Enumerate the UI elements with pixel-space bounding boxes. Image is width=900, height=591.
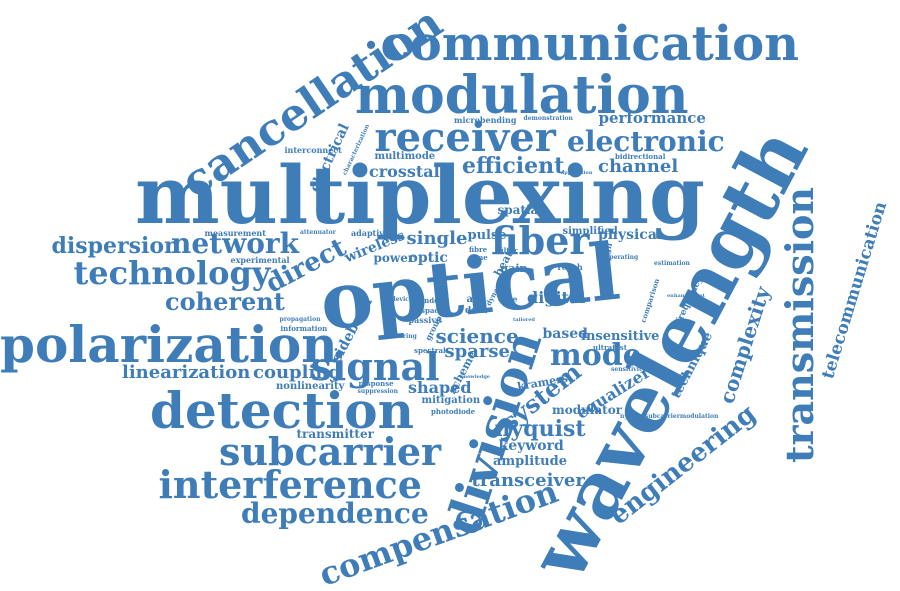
- word-nyquist: nyquist: [494, 416, 586, 442]
- word-operating: operating: [605, 254, 639, 261]
- word-information: information: [280, 323, 328, 333]
- word-gain: gain: [500, 261, 528, 275]
- word-mitigation: mitigation: [421, 395, 481, 406]
- word-simplified: simplified: [562, 226, 618, 237]
- word-shaped: shaped: [408, 378, 472, 397]
- word-science: science: [435, 324, 519, 348]
- word-index: index: [421, 295, 443, 305]
- word-polarization: polarization: [0, 315, 338, 374]
- word-subcarrier: subcarrier: [219, 429, 442, 474]
- word-data: data: [465, 305, 488, 316]
- word-sparse: sparse: [444, 341, 510, 362]
- word-propagation: propagation: [279, 316, 321, 323]
- word-device: device: [391, 296, 413, 303]
- word-spatial: spatial: [497, 203, 543, 217]
- word-application: application: [561, 169, 593, 176]
- word-experimental: experimental: [230, 255, 290, 265]
- word-multiplexing: multiplexing: [135, 148, 705, 242]
- word-interference: interference: [158, 462, 422, 507]
- word-acc: acc: [466, 294, 486, 305]
- word-modulation: modulation: [355, 65, 689, 126]
- word-enhancement: enhancement: [667, 292, 705, 299]
- word-ultrafast: ultrafast: [593, 342, 627, 352]
- word-transmission: transmission: [777, 186, 823, 464]
- word-estimation: estimation: [654, 260, 690, 267]
- word-nyquistsubcarriermodulation: nyquistsubcarriermodulation: [620, 413, 719, 420]
- word-space: space: [421, 305, 444, 315]
- word-based: based: [542, 326, 588, 342]
- word-sensitivity: sensitivity: [611, 366, 646, 373]
- word-response: response: [358, 378, 394, 388]
- word-digital: digital: [527, 288, 586, 307]
- word-attenuator: attenuator: [300, 229, 336, 236]
- word-tailored: tailored: [513, 316, 535, 323]
- word-spectral: spectral: [414, 345, 446, 355]
- word-mode: mode: [550, 338, 642, 373]
- word-pulse: pulse: [467, 227, 507, 243]
- word-single: single: [406, 228, 468, 249]
- word-signal: signal: [310, 344, 440, 389]
- word-dependence: dependence: [241, 497, 429, 530]
- word-insensitive: insensitive: [581, 328, 660, 344]
- word-measurement: measurement: [204, 228, 266, 238]
- word-transceiver: transceiver: [471, 470, 585, 491]
- word-bidirectional: bidirectional: [615, 151, 666, 161]
- word-network: network: [171, 227, 300, 260]
- word-demonstration: demonstration: [523, 115, 573, 122]
- word-telecommunication: telecommunication: [818, 198, 892, 381]
- word-receiver: receiver: [374, 114, 556, 161]
- word-keyword: keyword: [498, 438, 564, 454]
- word-performance: performance: [598, 108, 706, 127]
- word-optic: optic: [408, 250, 448, 266]
- word-reach: reach: [557, 262, 583, 272]
- word-photodiode: photodiode: [431, 406, 476, 416]
- word-microbending: microbending: [454, 115, 517, 125]
- word-physical: physical: [598, 227, 663, 243]
- word-channel: channel: [598, 156, 679, 177]
- word-knowledge: knowledge: [460, 373, 490, 380]
- word-transmitter: transmitter: [296, 427, 374, 441]
- word-multimode: multimode: [374, 151, 436, 162]
- word-adaptive: adaptive: [351, 228, 390, 238]
- word-communication: communication: [380, 16, 800, 72]
- word-power: power: [373, 251, 415, 265]
- word-technology: technology: [73, 254, 271, 292]
- word-suppression: suppression: [357, 388, 399, 395]
- word-crosstalk: crosstalk: [369, 162, 451, 181]
- word-coupling: coupling: [253, 362, 341, 383]
- word-steering: steering: [389, 333, 417, 340]
- word-coherent: coherent: [165, 287, 285, 316]
- word-dispersion: dispersion: [51, 233, 181, 259]
- word-core: core: [498, 294, 518, 304]
- word-time: time: [470, 252, 488, 262]
- word-amplitude: amplitude: [493, 453, 567, 469]
- word-electronic: electronic: [567, 125, 725, 158]
- word-interconnect: interconnect: [284, 145, 342, 155]
- word-linearization: linearization: [122, 362, 251, 383]
- word-filter: filter: [498, 245, 518, 255]
- word-detection: detection: [150, 381, 414, 440]
- word-fiber: fiber: [491, 218, 590, 263]
- word-passive: passive: [408, 315, 442, 325]
- word-nonlinearity: nonlinearity: [276, 381, 345, 392]
- word-modulator: modulator: [552, 403, 623, 417]
- word-efficient: efficient: [462, 153, 565, 179]
- word-fibre: fibre: [469, 244, 488, 254]
